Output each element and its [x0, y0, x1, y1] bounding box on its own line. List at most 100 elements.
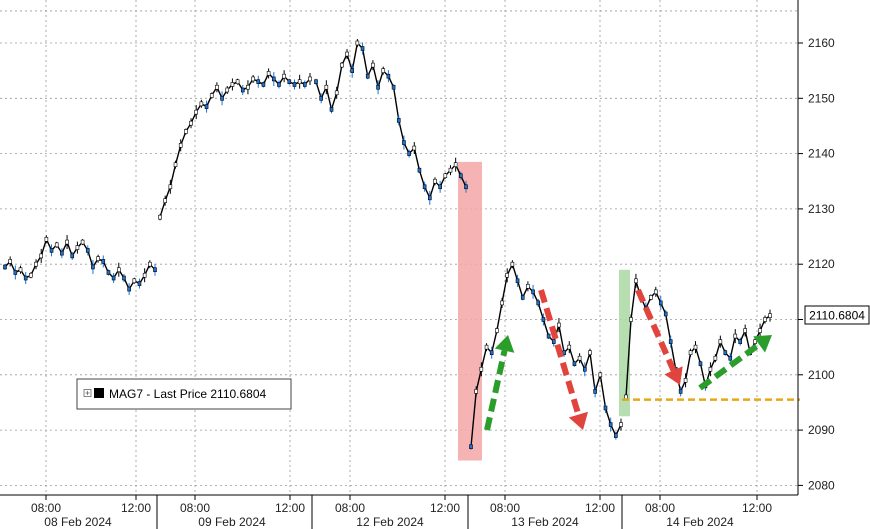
price-bar-body: [271, 76, 276, 82]
price-bar-body: [495, 328, 499, 333]
day-label-3: 13 Feb 2024: [511, 515, 579, 529]
price-bar-body: [598, 372, 603, 378]
price-bar-body: [443, 173, 448, 179]
price-bar-body: [412, 145, 417, 151]
price-bar-body: [199, 101, 204, 107]
price-bar-body: [678, 389, 683, 394]
price-bar-body: [230, 82, 235, 87]
price-bar-body: [49, 248, 54, 253]
y-tick-label-5: 2130: [808, 202, 835, 216]
price-bar-body: [189, 120, 193, 126]
x-tick-label: 08:00: [335, 501, 365, 515]
trend-arrow-head-0: [494, 335, 515, 353]
price-bar-body: [251, 76, 255, 82]
day-label-1: 09 Feb 2024: [198, 515, 266, 529]
price-bar-body: [184, 129, 188, 134]
price-bar-body: [122, 275, 126, 281]
price-bar-body: [753, 339, 757, 344]
price-bar-body: [292, 82, 297, 87]
axes: [0, 0, 803, 529]
price-bar-body: [713, 355, 718, 361]
last-price-tag-text: 2110.6804: [809, 309, 865, 323]
price-bar-body: [308, 76, 312, 82]
price-bar-body: [608, 422, 613, 427]
price-bar-body: [427, 195, 432, 201]
price-bar-body: [718, 339, 723, 344]
price-bar-body: [106, 270, 111, 275]
price-bar-body: [297, 79, 302, 85]
price-bar-body: [34, 261, 38, 267]
y-tick-label-6: 2140: [808, 147, 835, 161]
price-bar-body: [577, 355, 582, 361]
price-bar-body: [484, 344, 489, 350]
price-bar-body: [235, 79, 240, 85]
price-bar-body: [96, 256, 100, 261]
y-tick-label-4: 2120: [808, 257, 835, 271]
price-bar-body: [256, 79, 261, 85]
price-bar-body: [277, 82, 281, 87]
price-bar-body: [728, 355, 733, 361]
price-bar-body: [469, 444, 473, 449]
last-price-tag-box: [804, 305, 870, 325]
trend-arrow-head-1: [568, 411, 588, 430]
price-bar-body: [137, 281, 142, 286]
day-label-0: 08 Feb 2024: [44, 515, 112, 529]
price-bar-body: [391, 84, 396, 90]
last-price-tag: 2110.6804: [804, 305, 870, 325]
price-bar-body: [693, 344, 698, 350]
price-bar-body: [629, 317, 633, 322]
x-tick-label: 12:00: [585, 501, 615, 515]
price-bar-body: [381, 68, 386, 73]
price-bar-body: [489, 350, 494, 355]
price-bar-body: [240, 87, 245, 93]
price-bar-body: [510, 261, 515, 267]
x-tick-label: 08:00: [490, 501, 520, 515]
price-bar-body: [319, 96, 323, 101]
legend: MAG7 - Last Price 2110.6804: [76, 378, 292, 410]
price-bar-body: [209, 93, 214, 98]
x-tick-label: 08:00: [31, 501, 61, 515]
x-tick-label: 12:00: [430, 501, 460, 515]
price-bar-body: [314, 79, 318, 85]
price-bar-body: [23, 275, 28, 281]
price-bar-body: [708, 366, 713, 372]
price-bar-body: [127, 286, 131, 292]
price-bar-body: [204, 104, 209, 109]
price-bar-body: [402, 140, 406, 145]
price-bar-body: [448, 167, 453, 173]
price-line-day-3: [470, 262, 622, 447]
price-bar-body: [474, 389, 478, 394]
price-bar-body: [536, 300, 541, 306]
price-bar-body: [225, 87, 230, 93]
y-tick-label-1: 2090: [808, 423, 835, 437]
price-bar-body: [178, 143, 183, 148]
price-bar-body: [303, 82, 307, 87]
price-bar-body: [698, 361, 703, 367]
trend-arrow-2: [635, 288, 677, 372]
price-bar-body: [500, 300, 504, 306]
price-bar-body: [13, 270, 18, 275]
annotation-arrows: [484, 288, 772, 431]
y-tick-label-0: 2080: [808, 478, 835, 492]
price-bar-body: [246, 84, 250, 90]
price-bar-body: [407, 151, 411, 156]
legend-box: [76, 378, 292, 410]
y-tick-label-2: 2100: [808, 368, 835, 382]
price-bar-body: [572, 361, 577, 367]
price-bar-body: [355, 40, 360, 46]
price-bar-body: [396, 118, 401, 123]
price-bar-body: [194, 109, 199, 115]
price-bar-body: [350, 68, 355, 73]
price-bar-body: [653, 289, 658, 295]
price-bar-body: [80, 239, 85, 245]
price-bar-body: [75, 245, 80, 250]
price-bar-body: [386, 73, 391, 79]
price-bar-body: [142, 272, 147, 278]
price-bar-body: [588, 350, 592, 355]
price-bar-body: [417, 167, 422, 173]
price-bar-body: [663, 311, 668, 317]
y-tick-label-8: 2160: [808, 36, 835, 50]
price-bar-body: [39, 253, 44, 259]
price-bar-body: [148, 261, 152, 267]
